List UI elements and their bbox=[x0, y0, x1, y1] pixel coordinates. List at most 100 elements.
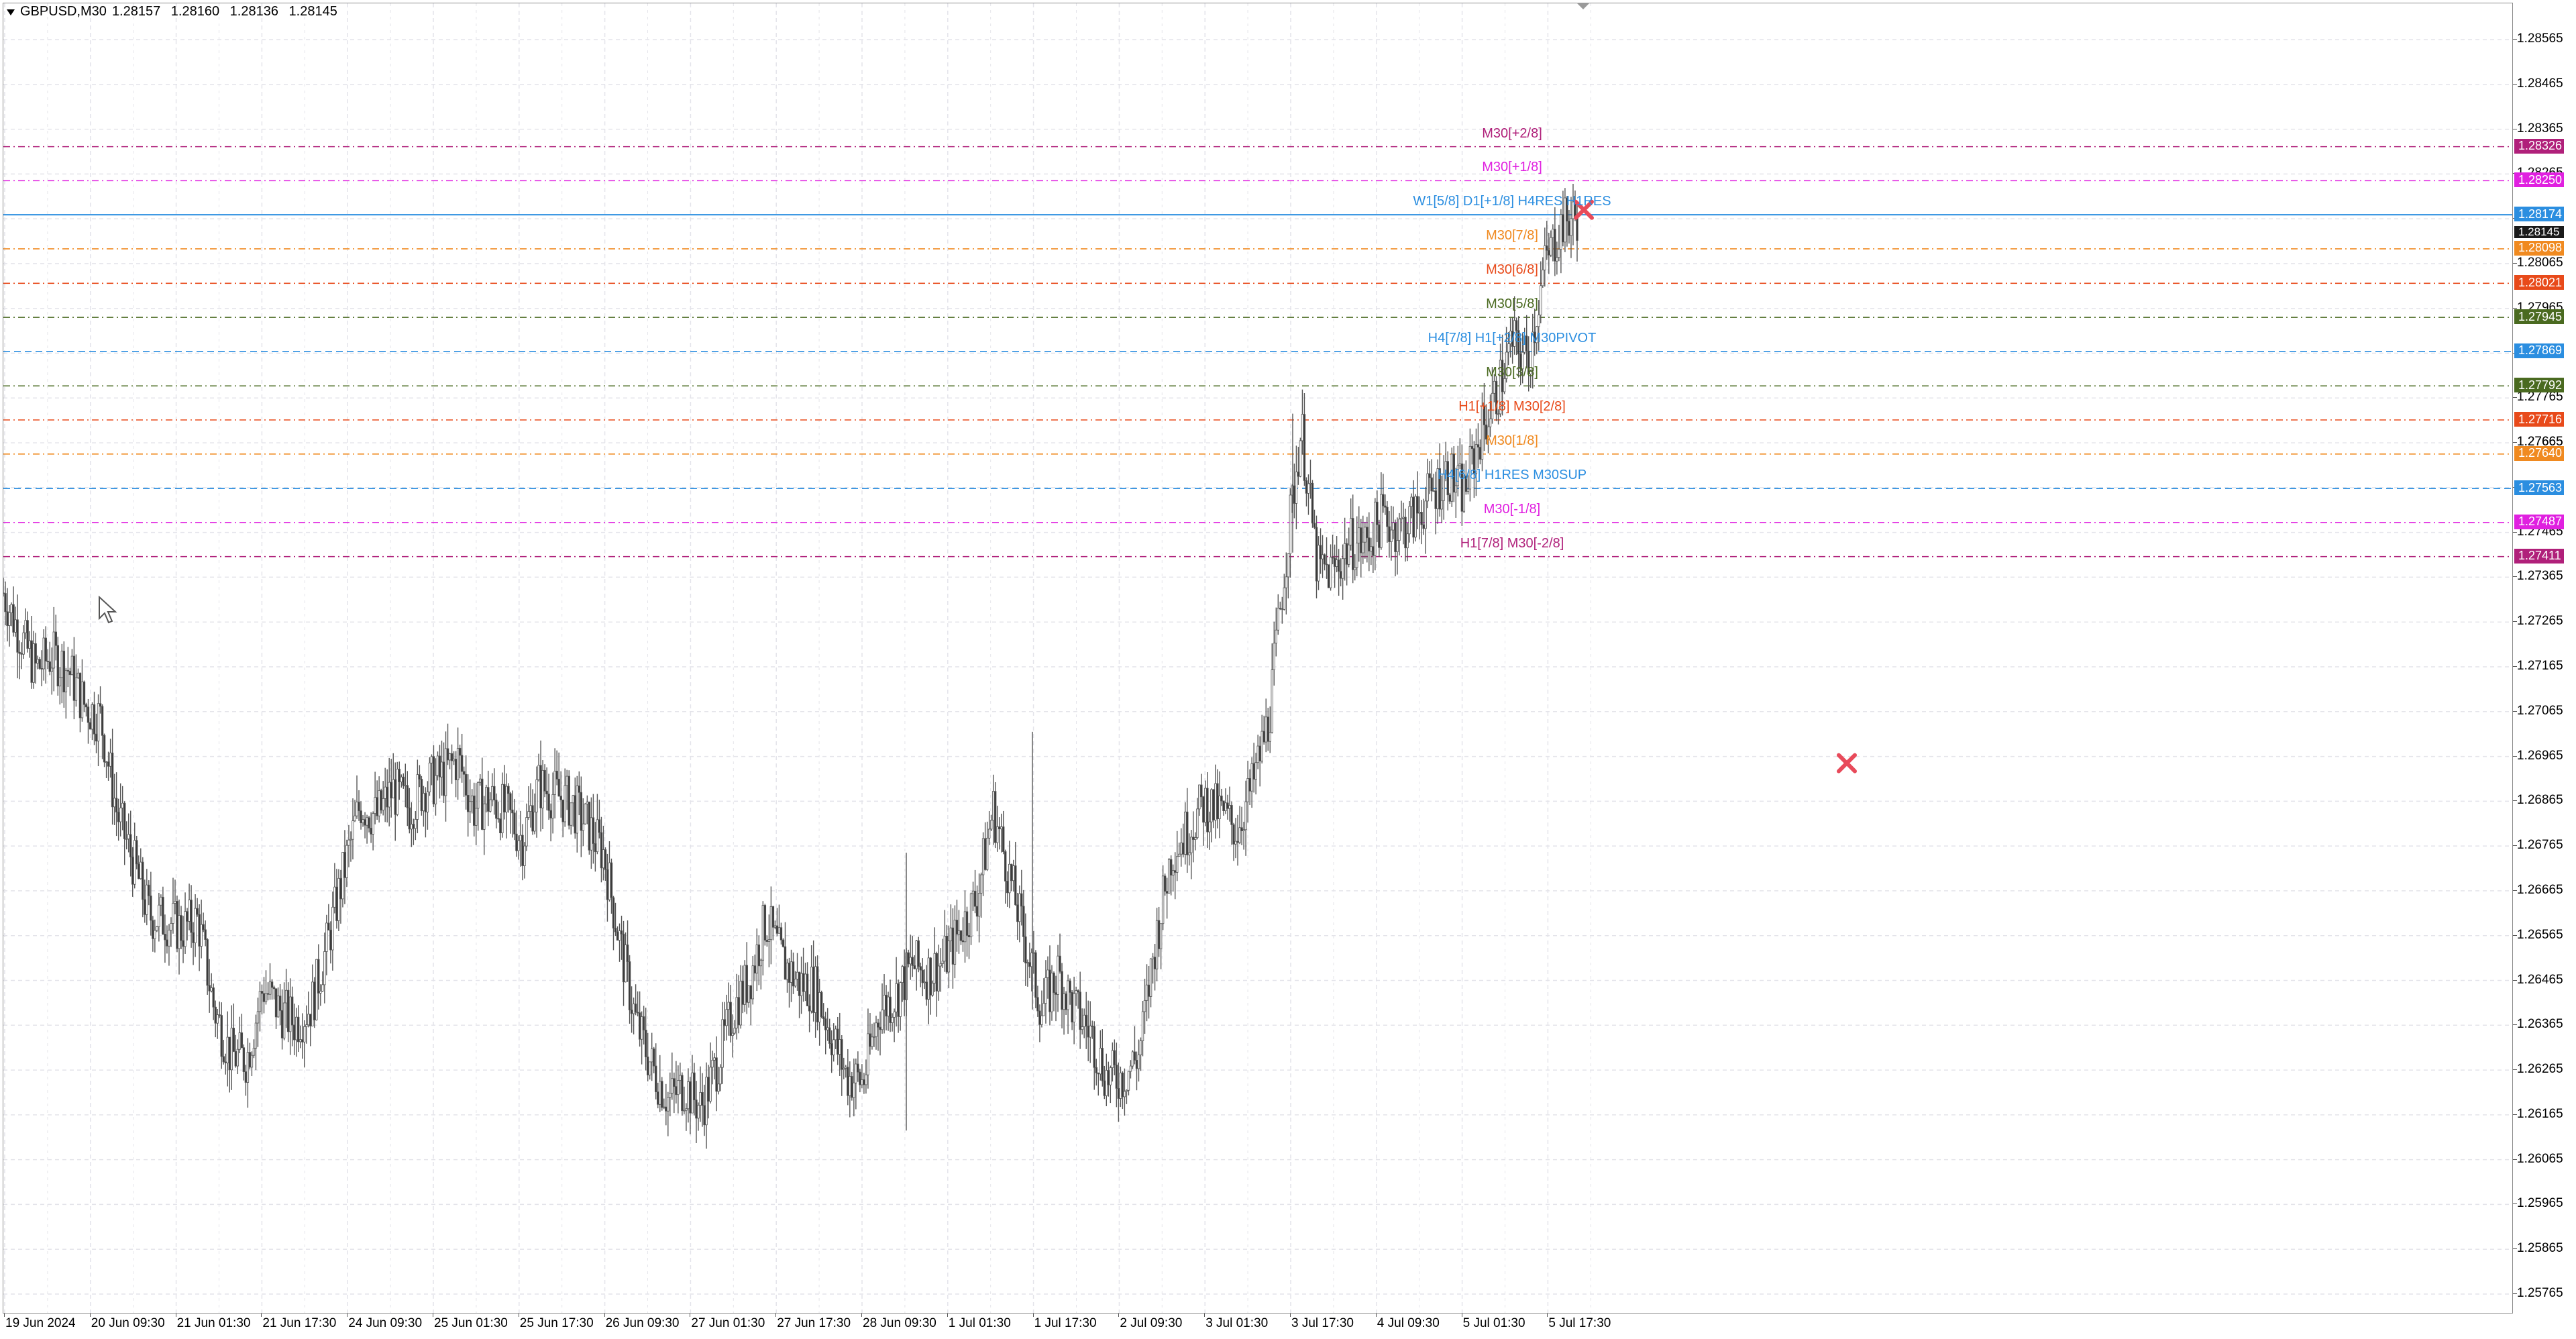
candle bbox=[1368, 512, 1371, 572]
candle bbox=[1002, 810, 1005, 855]
candle bbox=[1438, 443, 1441, 517]
candle bbox=[1059, 933, 1061, 974]
candle bbox=[1151, 953, 1155, 984]
candle bbox=[1454, 468, 1458, 518]
candle bbox=[665, 1083, 667, 1126]
candle bbox=[646, 1032, 649, 1082]
candle bbox=[72, 637, 76, 720]
time-tick-label: 5 Jul 01:30 bbox=[1462, 1316, 1525, 1330]
time-tick-label: 1 Jul 17:30 bbox=[1034, 1316, 1097, 1330]
candle bbox=[32, 631, 35, 689]
plot-area[interactable] bbox=[3, 3, 2513, 1314]
candle bbox=[454, 751, 458, 798]
candle bbox=[1408, 501, 1411, 543]
candle bbox=[1285, 552, 1288, 614]
candle bbox=[1295, 445, 1298, 530]
dropdown-triangle-icon[interactable] bbox=[7, 9, 15, 15]
symbol-header[interactable]: GBPUSD,M30 1.28157 1.28160 1.28136 1.281… bbox=[7, 4, 344, 19]
candle bbox=[1436, 459, 1439, 524]
price-tick-mark bbox=[2513, 621, 2517, 623]
candle bbox=[10, 602, 13, 627]
candle bbox=[802, 947, 805, 1002]
candle bbox=[224, 1053, 227, 1075]
candle bbox=[1216, 769, 1219, 828]
candle bbox=[1341, 544, 1344, 600]
candle bbox=[178, 899, 180, 975]
candle bbox=[545, 767, 548, 810]
candle bbox=[941, 939, 945, 968]
candle bbox=[1042, 978, 1045, 1016]
candle bbox=[276, 987, 280, 1018]
candle bbox=[1153, 944, 1157, 991]
candle bbox=[105, 761, 108, 778]
candle bbox=[933, 927, 936, 992]
candle bbox=[1323, 553, 1326, 571]
candle bbox=[1214, 764, 1217, 839]
candle bbox=[22, 625, 25, 659]
candle bbox=[651, 1032, 653, 1081]
candle bbox=[1127, 1071, 1130, 1095]
candle bbox=[798, 971, 801, 1018]
level-price-tag: 1.28250 bbox=[2514, 172, 2564, 188]
price-tick-label: 1.27665 bbox=[2517, 435, 2563, 449]
candle bbox=[816, 955, 819, 1030]
candle bbox=[485, 784, 488, 813]
candle bbox=[1542, 257, 1544, 288]
candle bbox=[685, 1103, 688, 1131]
time-tick-mark bbox=[1204, 1314, 1205, 1317]
candle bbox=[420, 775, 423, 816]
candle bbox=[127, 813, 130, 853]
candle bbox=[626, 920, 629, 982]
candle bbox=[62, 641, 66, 708]
candle bbox=[620, 916, 623, 960]
candle bbox=[244, 1065, 248, 1096]
level-price-tag: 1.27716 bbox=[2514, 412, 2564, 427]
chart-canvas[interactable] bbox=[3, 3, 2513, 1314]
candle bbox=[989, 814, 993, 831]
candle bbox=[1038, 1004, 1041, 1042]
candle bbox=[374, 771, 376, 824]
candle bbox=[925, 965, 928, 1006]
candle bbox=[1404, 508, 1407, 562]
candle bbox=[953, 905, 957, 979]
candle bbox=[234, 1034, 237, 1068]
candle bbox=[452, 751, 455, 765]
candle bbox=[388, 757, 390, 826]
candle bbox=[1289, 488, 1292, 578]
candle bbox=[889, 979, 892, 1032]
symbol-label: GBPUSD,M30 bbox=[20, 4, 107, 19]
candle bbox=[190, 885, 193, 948]
candle bbox=[4, 581, 7, 626]
time-tick-mark bbox=[261, 1314, 262, 1317]
price-tick-mark bbox=[2513, 39, 2517, 40]
candle bbox=[1376, 490, 1379, 543]
candle bbox=[784, 922, 787, 980]
candle bbox=[230, 1005, 233, 1090]
candle bbox=[93, 692, 96, 745]
candle bbox=[412, 818, 415, 845]
candle bbox=[1131, 1050, 1134, 1069]
candle bbox=[1075, 986, 1077, 1006]
candle bbox=[1432, 474, 1435, 492]
candle bbox=[1192, 811, 1195, 863]
candle bbox=[89, 718, 92, 730]
candle bbox=[1450, 447, 1453, 507]
candle bbox=[541, 760, 544, 829]
candle bbox=[1331, 534, 1334, 565]
candle bbox=[525, 803, 528, 851]
candle bbox=[717, 1067, 720, 1095]
candle bbox=[460, 733, 464, 783]
candle bbox=[168, 924, 170, 966]
candle bbox=[1515, 317, 1518, 356]
candle bbox=[158, 892, 160, 942]
candle bbox=[30, 615, 33, 689]
candle bbox=[1046, 956, 1049, 999]
chart-shift-marker-icon[interactable] bbox=[1576, 3, 1590, 9]
candle bbox=[218, 1001, 221, 1018]
level-label: H1[+1/8] M30[2/8] bbox=[1458, 399, 1566, 414]
candle bbox=[547, 773, 550, 820]
candle bbox=[901, 965, 904, 1002]
candle bbox=[557, 752, 560, 797]
candle bbox=[1044, 960, 1047, 1024]
